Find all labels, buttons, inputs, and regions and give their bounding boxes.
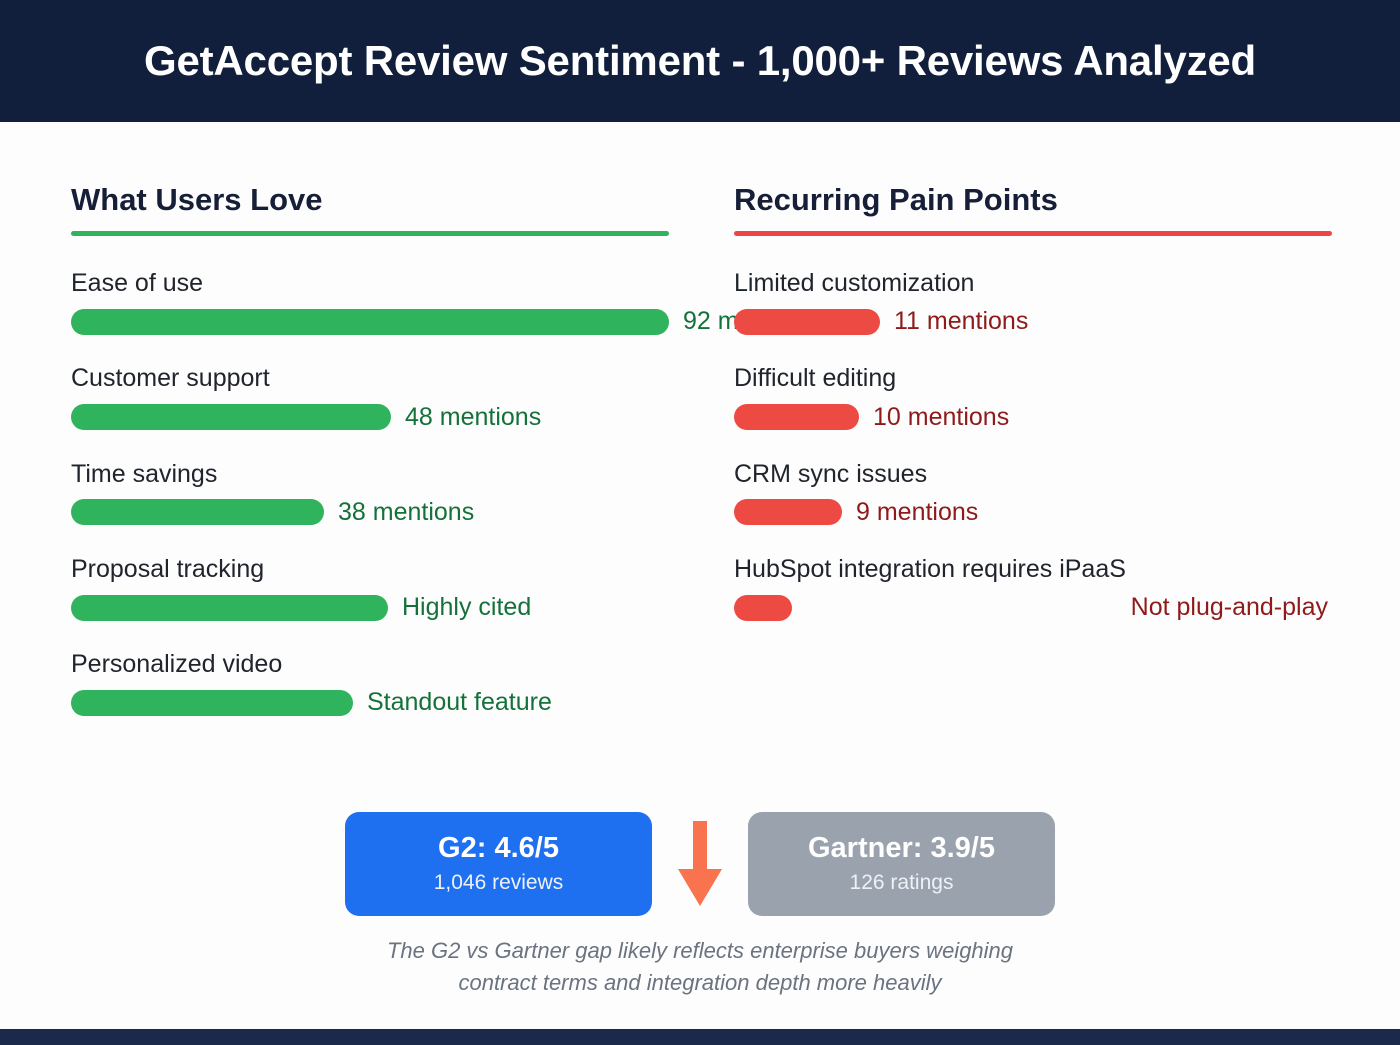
metric-row: Limited customization 11 mentions (734, 268, 1332, 336)
metric-bar-line: 10 mentions (734, 403, 1332, 432)
metric-bar (734, 308, 880, 335)
footer-bar (0, 1029, 1400, 1045)
metric-value: Not plug-and-play (1130, 593, 1328, 621)
metric-bar (71, 594, 388, 621)
g2-review-count: 1,046 reviews (433, 871, 564, 895)
metric-bar (71, 404, 391, 430)
metric-bar (71, 308, 669, 335)
metric-value: Standout feature (367, 688, 552, 717)
metric-label: Customer support (71, 364, 270, 393)
metric-label: Difficult editing (734, 364, 897, 393)
g2-rating-badge[interactable]: G2: 4.6/5 1,046 reviews (345, 812, 652, 916)
header-banner: GetAccept Review Sentiment - 1,000+ Revi… (0, 0, 1400, 122)
metric-bar-line: 48 mentions (71, 403, 669, 432)
negative-column-underline (734, 231, 1332, 236)
footnote: The G2 vs Gartner gap likely reflects en… (0, 935, 1400, 999)
metric-label: Proposal tracking (71, 554, 265, 583)
metric-value: Highly cited (402, 593, 532, 621)
gartner-rating-count: 126 ratings (849, 871, 954, 895)
metric-row: Proposal tracking Highly cited (71, 554, 669, 622)
metric-bar (734, 594, 792, 621)
metric-value: 10 mentions (873, 402, 1010, 431)
metric-bar-line: 92 mentions (71, 307, 819, 336)
metric-value: 9 mentions (856, 497, 979, 526)
metric-row: Difficult editing 10 mentions (734, 363, 1332, 431)
metric-value: 38 mentions (338, 497, 475, 526)
positive-items-list: Ease of use 92 mentions Customer support 48… (71, 268, 819, 717)
metric-row: Customer support 48 mentions (71, 363, 669, 431)
metric-bar (734, 499, 842, 526)
g2-score: G2: 4.6/5 (438, 831, 559, 864)
footnote-line-2: contract terms and integration depth mor… (458, 969, 942, 995)
positive-column-title: What Users Love (71, 182, 323, 217)
metric-bar-line: Not plug-and-play (734, 593, 1332, 622)
arrow-down-icon (652, 812, 748, 916)
page-title: GetAccept Review Sentiment - 1,000+ Revi… (144, 37, 1256, 84)
negative-column-title: Recurring Pain Points (734, 182, 1058, 217)
metric-label: Personalized video (71, 650, 283, 678)
metric-row: Time savings 38 mentions (71, 459, 669, 527)
metric-bar-line: 38 mentions (71, 498, 669, 527)
metric-bar-line: Standout feature (71, 688, 669, 717)
metric-bar-line: Highly cited (71, 593, 669, 622)
footnote-line-1: The G2 vs Gartner gap likely reflects en… (386, 938, 1014, 963)
metric-value: 48 mentions (405, 402, 542, 431)
metric-bar (734, 404, 859, 430)
positive-column: What Users Love Ease of use 92 mentions Cu… (71, 122, 819, 744)
metric-bar (71, 499, 324, 526)
metric-row: Personalized video Standout feature (71, 649, 669, 717)
metric-bar-line: 11 mentions (734, 307, 1332, 336)
negative-column: Recurring Pain Points Limited customizat… (734, 122, 1332, 649)
gartner-score: Gartner: 3.9/5 (808, 831, 995, 864)
metric-row: HubSpot integration requires iPaaS Not pl… (734, 554, 1332, 622)
rating-comparison: G2: 4.6/5 1,046 reviews Gartner: 3.9/5 1… (0, 812, 1400, 916)
gartner-rating-badge[interactable]: Gartner: 3.9/5 126 ratings (748, 812, 1055, 916)
positive-column-underline (71, 231, 669, 236)
metric-row: CRM sync issues 9 mentions (734, 459, 1332, 527)
metric-label: Limited customization (734, 269, 975, 297)
metric-label: Time savings (71, 459, 218, 488)
negative-items-list: Limited customization 11 mentions Difficul… (734, 268, 1332, 622)
metric-row: Ease of use 92 mentions (71, 268, 819, 336)
metric-bar-line: 9 mentions (734, 498, 1332, 527)
metric-label: Ease of use (71, 269, 204, 297)
metric-bar (71, 689, 353, 716)
metric-label: CRM sync issues (734, 459, 928, 488)
metric-value: 11 mentions (894, 307, 1029, 336)
metric-label: HubSpot integration requires iPaaS (734, 554, 1126, 583)
